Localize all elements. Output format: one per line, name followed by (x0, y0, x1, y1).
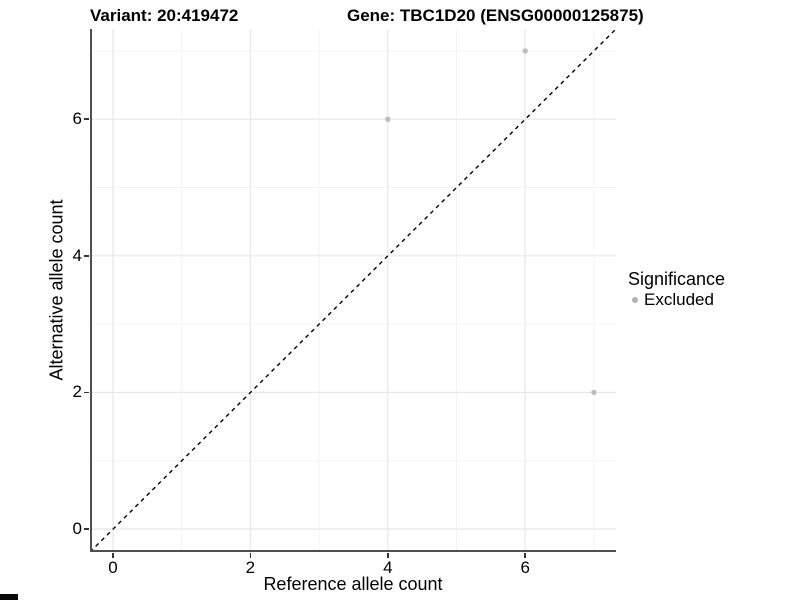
plot-title-variant: Variant: 20:419472 (90, 6, 239, 25)
y-tick-mark (84, 528, 89, 530)
legend-entry-label: Excluded (644, 290, 714, 309)
x-axis-title: Reference allele count (263, 574, 443, 594)
x-tick-label: 6 (520, 558, 530, 577)
y-tick-label: 6 (72, 109, 82, 129)
x-tick-mark (112, 553, 114, 558)
legend-entry-excluded: Excluded (628, 289, 725, 311)
excluded-point-icon (632, 297, 638, 303)
data-point (385, 116, 391, 122)
x-tick-mark (249, 553, 252, 558)
x-tick-label: 4 (383, 558, 393, 577)
legend-title: Significance (628, 269, 726, 289)
data-point (522, 48, 528, 54)
y-tick-label: 2 (72, 382, 82, 402)
x-tick-mark (524, 553, 526, 558)
y-tick-label: 0 (72, 519, 82, 538)
y-axis-title: Alternative allele count (46, 199, 67, 381)
identity-line (90, 29, 616, 552)
legend: Significance Excluded (628, 269, 725, 311)
y-tick-label: 4 (72, 245, 82, 265)
x-tick-label: 2 (245, 558, 256, 577)
plot-title-gene: Gene: TBC1D20 (ENSG00000125875) (347, 6, 644, 25)
x-tick-mark (387, 553, 389, 558)
corner-artifact (0, 594, 18, 600)
y-tick-mark (84, 391, 89, 394)
y-tick-mark (84, 118, 89, 120)
plot-panel (90, 29, 616, 552)
x-tick-label: 0 (108, 558, 118, 577)
data-point (591, 389, 597, 396)
y-tick-mark (84, 255, 89, 257)
